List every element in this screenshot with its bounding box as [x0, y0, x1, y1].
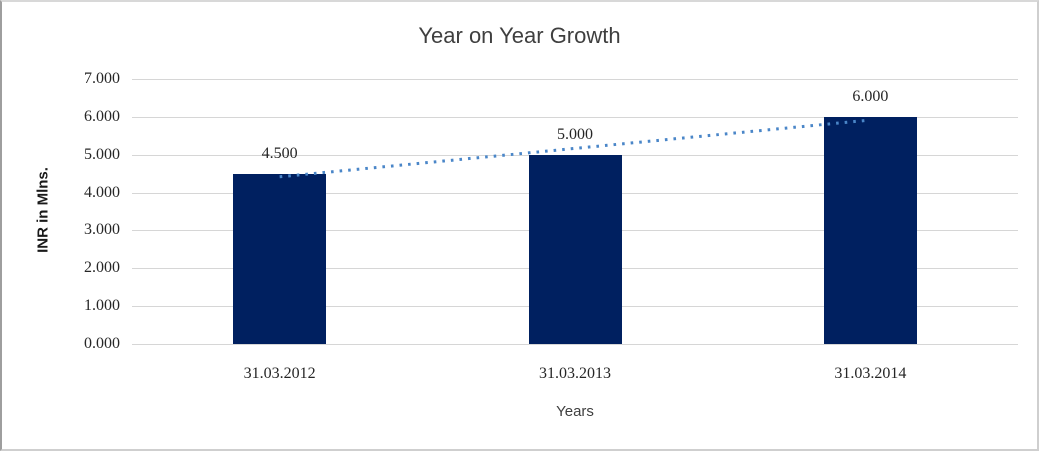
bar-value-label: 6.000: [852, 87, 889, 105]
y-tick-label: 2.000: [84, 259, 120, 277]
gridline: [132, 79, 1018, 80]
y-tick-label: 7.000: [84, 70, 120, 87]
bar: [528, 154, 622, 344]
bar: [823, 116, 917, 344]
x-tick-label: 31.03.2013: [539, 365, 611, 382]
y-tick-label: 1.000: [84, 297, 120, 315]
y-tick-label: 0.000: [84, 335, 120, 352]
chart-title: Year on Year Growth: [418, 23, 621, 48]
y-tick-label: 6.000: [84, 107, 120, 125]
y-tick-label: 3.000: [84, 221, 120, 239]
bar-value-label: 4.500: [261, 144, 298, 162]
x-axis-title: Years: [556, 403, 594, 420]
x-tick-label: 31.03.2012: [243, 365, 316, 382]
gridline: [132, 116, 1018, 118]
y-tick-label: 4.000: [84, 183, 120, 201]
bar-value-label: 5.000: [557, 125, 593, 143]
gridline: [132, 344, 1018, 345]
y-tick-label: 5.000: [84, 145, 120, 163]
plot-area: [132, 79, 1018, 345]
x-tick-label: 31.03.2014: [834, 365, 907, 382]
trendline-svg: [279, 118, 871, 179]
bar: [233, 173, 327, 344]
